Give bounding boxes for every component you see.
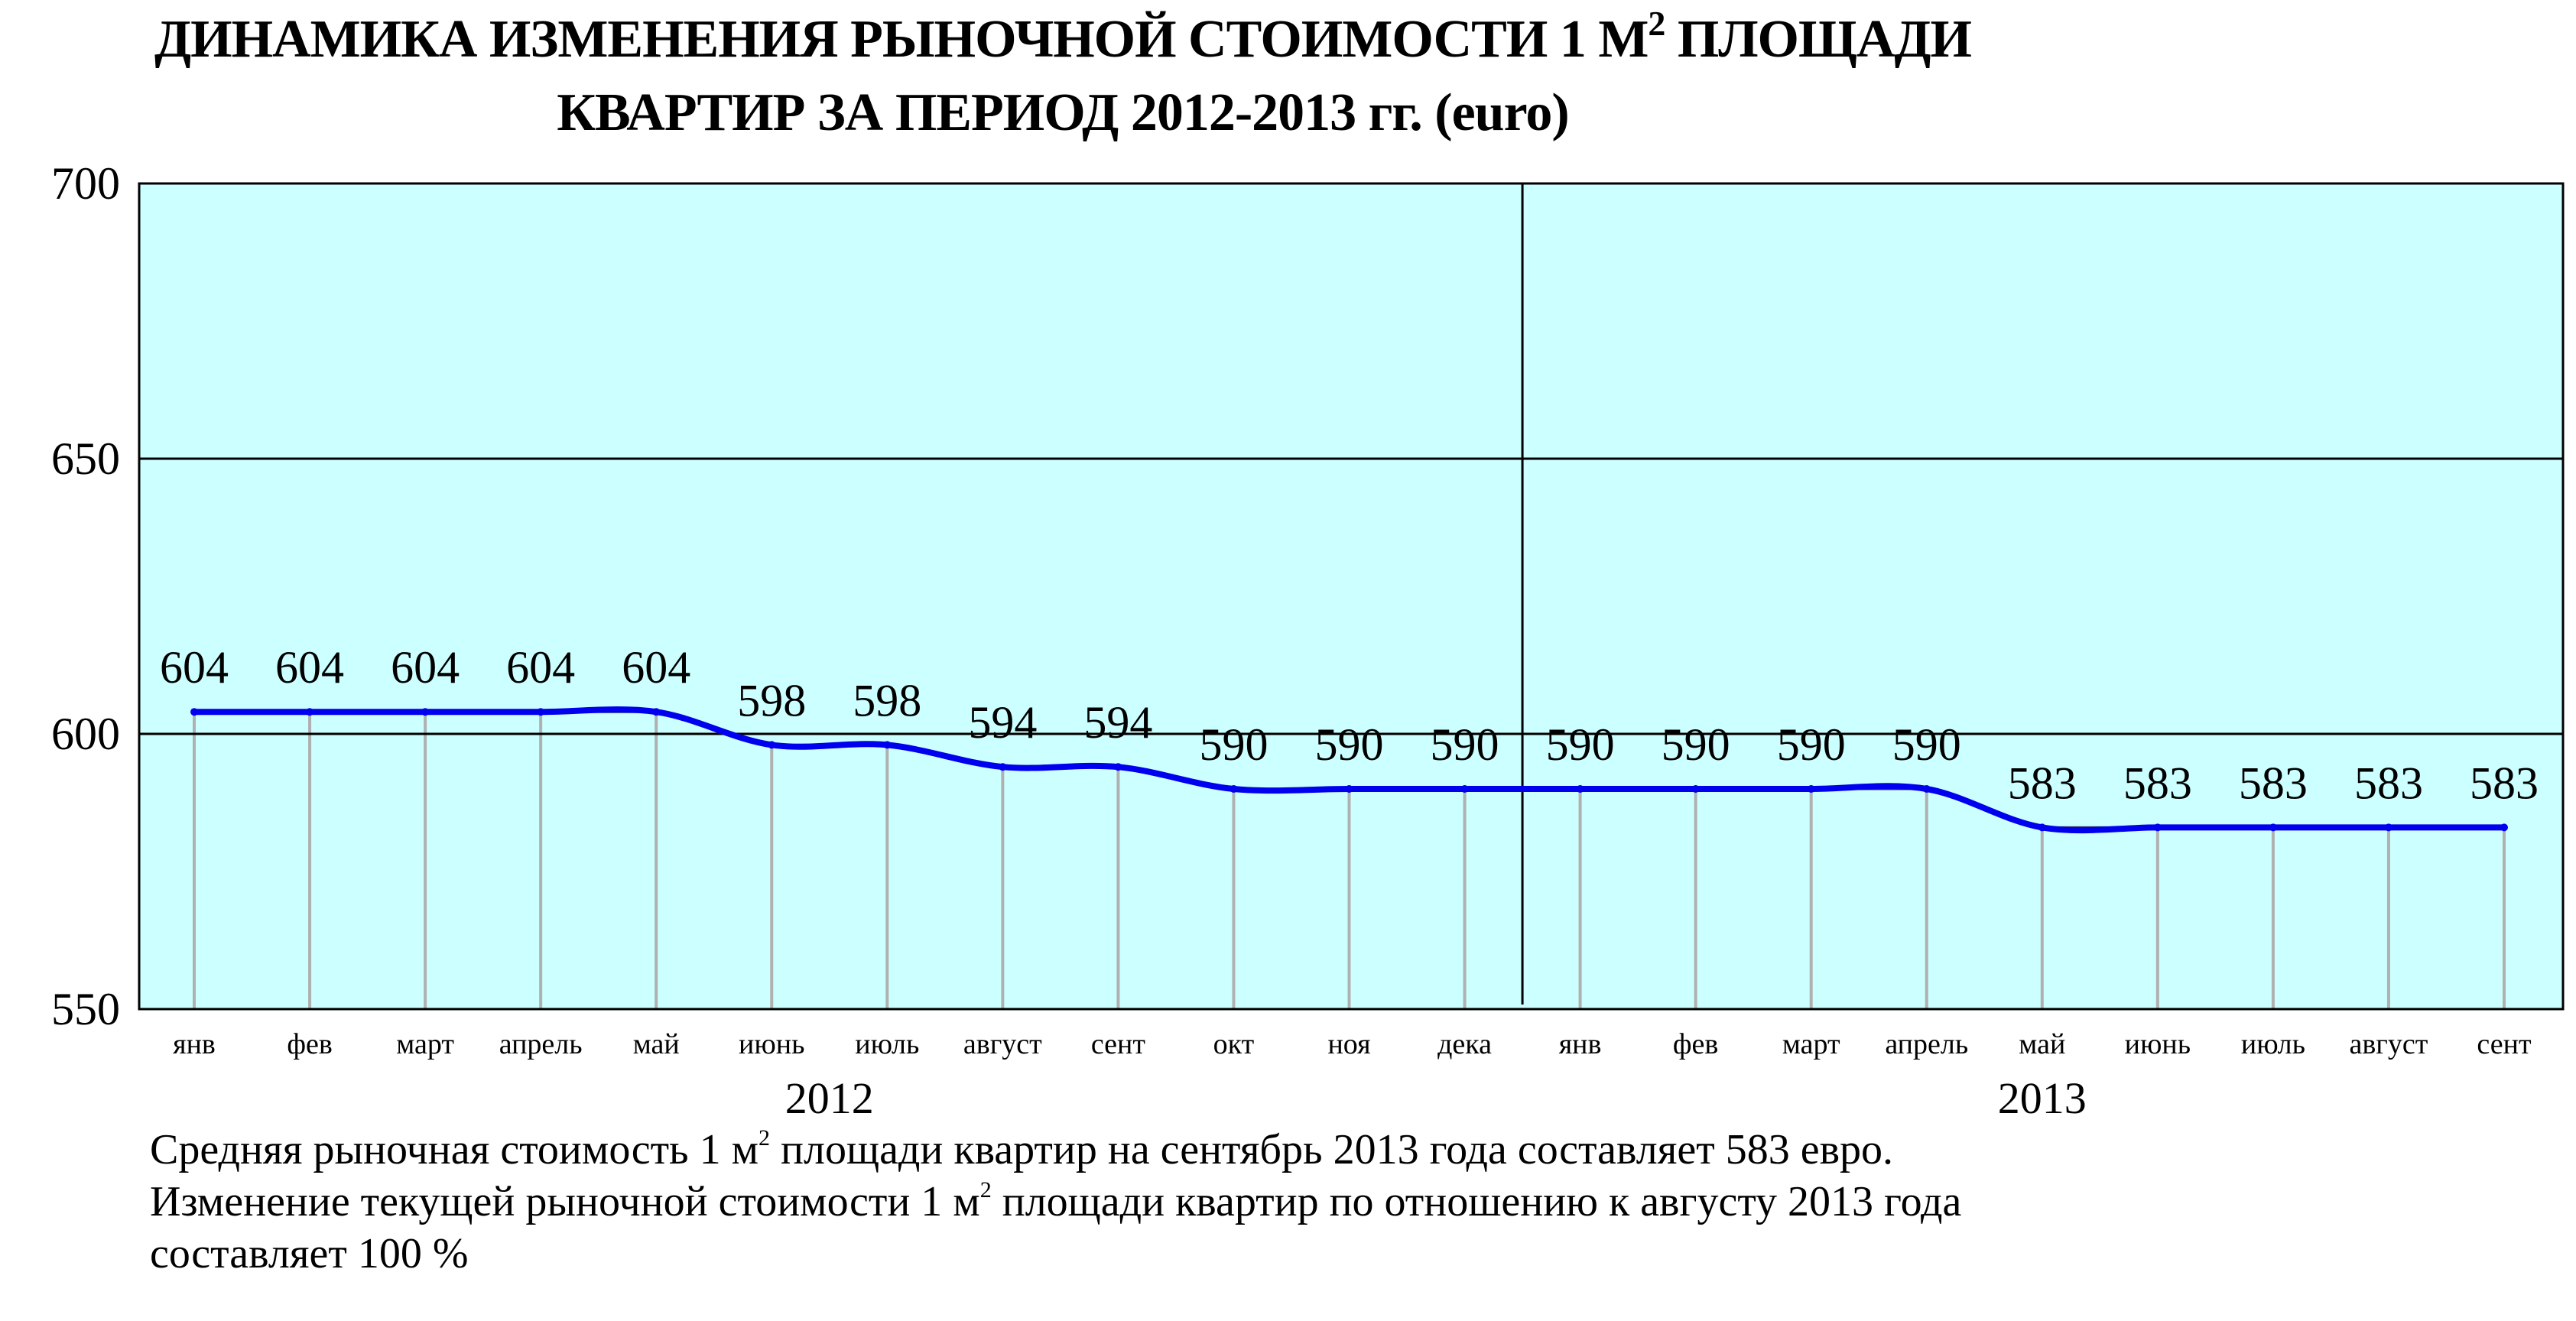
x-tick-label: апрель — [1885, 1028, 1968, 1060]
y-tick-label: 650 — [51, 433, 120, 484]
data-label: 590 — [1546, 719, 1615, 770]
summary-superscript-2: 2 — [979, 1177, 992, 1203]
drop-lines — [193, 712, 2506, 1009]
data-label: 604 — [275, 642, 344, 693]
x-tick-label: сент — [1091, 1028, 1146, 1060]
plot-frame — [138, 182, 2565, 1011]
x-axis-categories: янв фев март апрель май июнь июль август сент окт… — [173, 1028, 2532, 1060]
data-point — [652, 708, 661, 716]
x-tick-label: июнь — [739, 1028, 804, 1060]
data-point — [1807, 785, 1815, 793]
data-point — [1345, 785, 1353, 793]
x-tick-label: дека — [1437, 1028, 1492, 1060]
data-point — [999, 763, 1007, 771]
line-chart: 550 600 650 700 604 604 604 604 604 598 598 594 594… — [51, 158, 2565, 1116]
data-label: 604 — [506, 642, 575, 693]
x-tick-label: сент — [2477, 1028, 2532, 1060]
x-tick-label: июль — [2241, 1028, 2305, 1060]
x-group-label: 2013 — [1998, 1073, 2087, 1116]
data-point — [2269, 823, 2277, 832]
data-label: 583 — [2123, 758, 2192, 808]
x-tick-label: май — [633, 1028, 680, 1060]
data-label: 583 — [2470, 758, 2539, 808]
data-label: 590 — [1662, 719, 1730, 770]
x-tick-label: июль — [855, 1028, 919, 1060]
x-tick-label: август — [963, 1028, 1042, 1060]
data-label: 590 — [1315, 719, 1384, 770]
data-point — [1230, 785, 1238, 793]
data-label: 583 — [2008, 758, 2077, 808]
summary-superscript-1: 2 — [759, 1125, 771, 1151]
data-label: 604 — [622, 642, 690, 693]
x-tick-label: янв — [173, 1028, 216, 1060]
data-point — [2153, 823, 2162, 832]
data-label: 583 — [2239, 758, 2308, 808]
data-label: 594 — [968, 697, 1037, 748]
x-group-label: 2012 — [785, 1073, 874, 1116]
data-point — [1922, 785, 1931, 793]
summary-line-2: Изменение текущей рыночной стоимости 1 м… — [150, 1176, 1961, 1228]
x-tick-label: янв — [1559, 1028, 1602, 1060]
data-labels: 604 604 604 604 604 598 598 594 594 590 590 590 590 5… — [160, 642, 2539, 808]
x-axis-years: 2012 2013 — [785, 1073, 2087, 1116]
x-tick-label: июнь — [2125, 1028, 2191, 1060]
data-point — [1691, 785, 1700, 793]
plot-area — [139, 183, 2563, 1009]
summary-text: Средняя рыночная стоимость 1 м2 площади … — [150, 1124, 1961, 1280]
data-label: 590 — [1777, 719, 1846, 770]
data-point — [421, 708, 430, 716]
data-point — [2500, 823, 2508, 832]
chart-title: ДИНАМИКА ИЗМЕНЕНИЯ РЫНОЧНОЙ СТОИМОСТИ 1 … — [0, 3, 2126, 150]
chart-title-line-1: ДИНАМИКА ИЗМЕНЕНИЯ РЫНОЧНОЙ СТОИМОСТИ 1 … — [0, 3, 2126, 76]
x-tick-label: март — [396, 1028, 454, 1060]
summary-text-d: площади квартир по отношению к августу 2… — [991, 1178, 1962, 1225]
x-tick-label: август — [2350, 1028, 2428, 1060]
data-label: 583 — [2354, 758, 2423, 808]
y-tick-label: 550 — [51, 984, 120, 1034]
data-point — [537, 708, 545, 716]
data-label: 598 — [737, 675, 806, 725]
x-tick-label: фев — [287, 1028, 332, 1060]
data-point — [883, 741, 892, 749]
data-point — [1576, 785, 1584, 793]
summary-text-b: площади квартир на сентябрь 2013 года со… — [770, 1126, 1894, 1173]
x-tick-label: ноя — [1327, 1028, 1370, 1060]
data-label: 590 — [1892, 719, 1961, 770]
data-point — [2038, 823, 2046, 832]
data-label: 590 — [1199, 719, 1268, 770]
data-point — [306, 708, 314, 716]
data-point — [190, 708, 198, 716]
data-label: 590 — [1431, 719, 1499, 770]
summary-text-a: Средняя рыночная стоимость 1 м — [150, 1126, 759, 1173]
data-label: 604 — [160, 642, 229, 693]
y-tick-label: 700 — [51, 158, 120, 209]
data-label: 598 — [853, 675, 921, 725]
x-tick-label: фев — [1673, 1028, 1718, 1060]
x-tick-label: март — [1782, 1028, 1840, 1060]
data-point — [768, 741, 776, 749]
x-tick-label: окт — [1213, 1028, 1255, 1060]
x-tick-label: апрель — [499, 1028, 583, 1060]
data-points — [190, 708, 2508, 832]
data-point — [1460, 785, 1469, 793]
y-axis: 550 600 650 700 — [51, 158, 120, 1034]
title-text-b: ПЛОЩАДИ — [1665, 10, 1972, 69]
y-tick-label: 600 — [51, 709, 120, 759]
x-tick-label: май — [2019, 1028, 2065, 1060]
data-label: 604 — [391, 642, 460, 693]
title-text-a: ДИНАМИКА ИЗМЕНЕНИЯ РЫНОЧНОЙ СТОИМОСТИ 1 … — [154, 10, 1649, 69]
summary-text-c: Изменение текущей рыночной стоимости 1 м — [150, 1178, 980, 1225]
summary-line-1: Средняя рыночная стоимость 1 м2 площади … — [150, 1124, 1961, 1176]
data-point — [1114, 763, 1122, 771]
data-point — [2384, 823, 2392, 832]
data-label: 594 — [1083, 697, 1152, 748]
title-superscript: 2 — [1648, 4, 1665, 43]
summary-line-3: составляет 100 % — [150, 1230, 469, 1277]
gridlines — [139, 457, 2563, 735]
chart-title-line-2: КВАРТИР ЗА ПЕРИОД 2012-2013 гг. (euro) — [557, 83, 1569, 142]
